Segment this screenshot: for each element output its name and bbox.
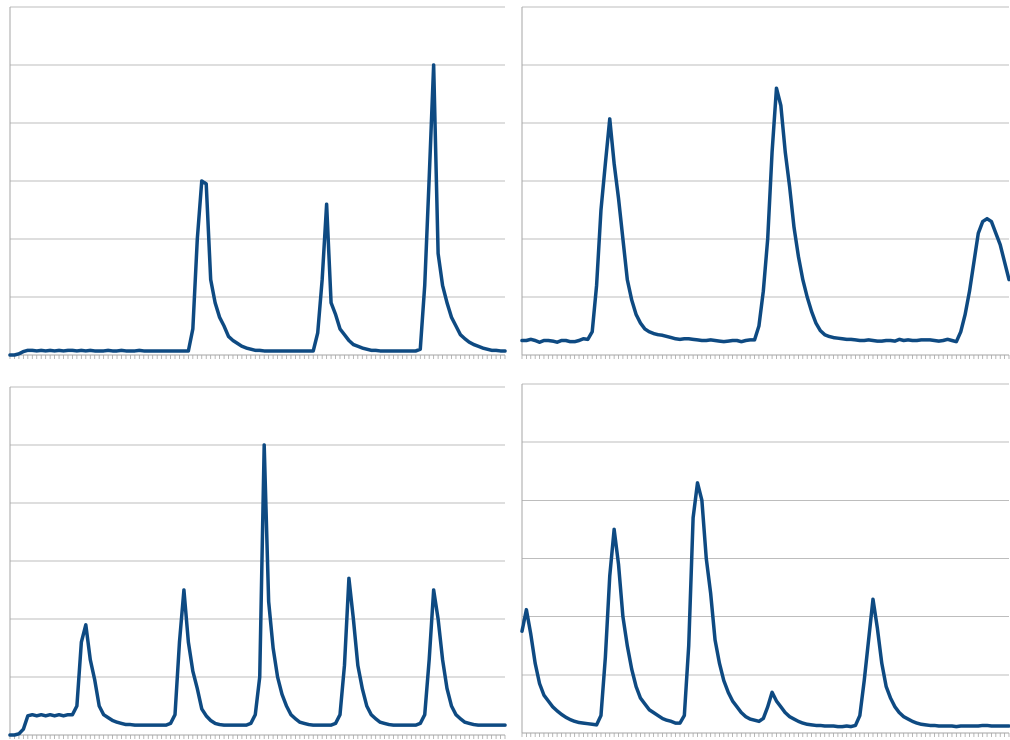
chart-panel-4 <box>520 383 1010 737</box>
series-line-1 <box>8 63 507 357</box>
chart-panel-2 <box>520 6 1010 359</box>
chart-panel-3 <box>8 386 507 739</box>
series-line-1 <box>8 443 507 737</box>
series-line-1 <box>520 86 1010 344</box>
chart-panel-1 <box>8 6 507 359</box>
series-line-1 <box>520 481 1010 729</box>
